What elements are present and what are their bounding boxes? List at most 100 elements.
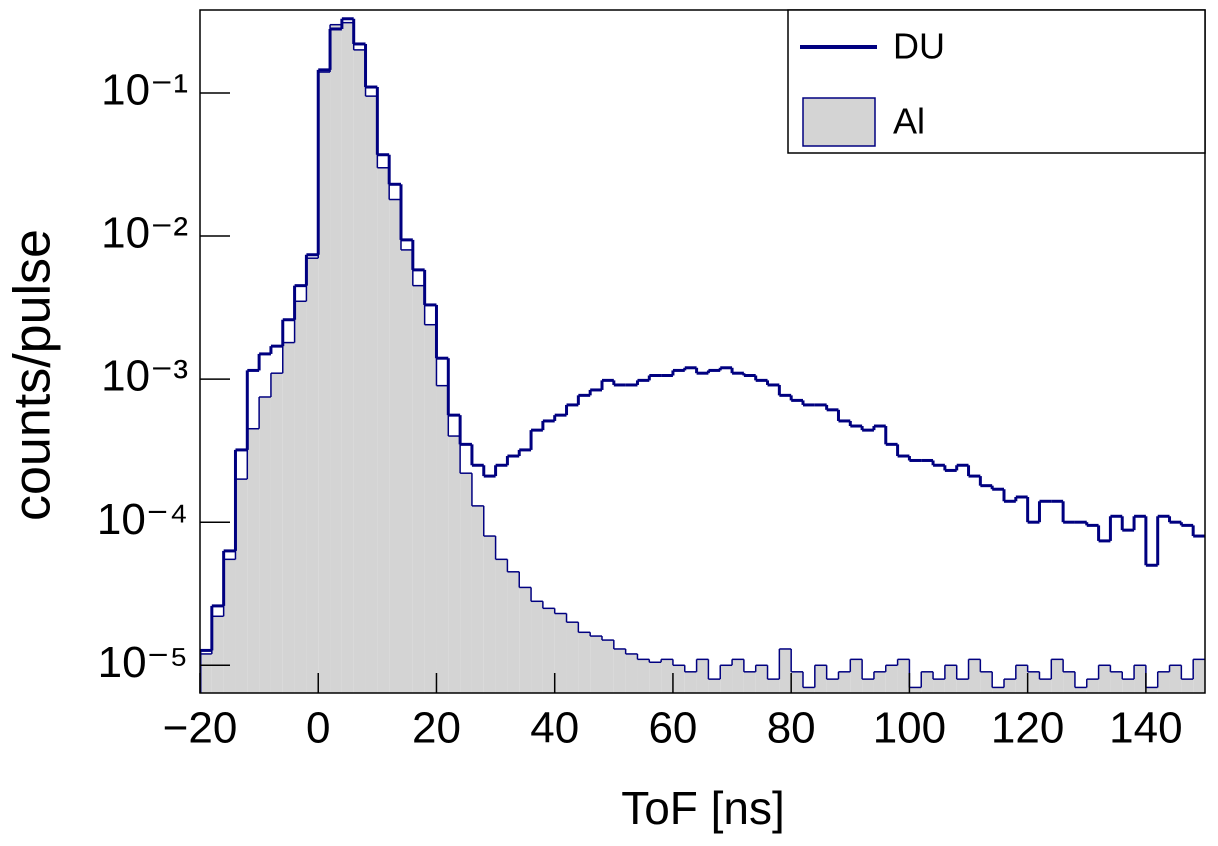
hist-bar — [649, 662, 662, 693]
hist-bar — [330, 24, 342, 693]
hist-bar — [424, 324, 437, 693]
hist-bar — [779, 648, 792, 693]
hist-bar — [1110, 671, 1123, 693]
hist-bar — [259, 396, 271, 693]
hist-bar — [590, 636, 602, 693]
hist-bar — [1015, 665, 1028, 693]
hist-bar — [1181, 679, 1194, 693]
hist-bar — [933, 679, 945, 693]
x-axis-title: ToF [ns] — [621, 782, 785, 834]
hist-bar — [980, 671, 993, 693]
hist-bar — [412, 285, 425, 693]
frame — [199, 9, 1206, 694]
hist-bar — [318, 72, 331, 693]
hist-bar — [1169, 665, 1182, 693]
legend-label: DU — [893, 26, 945, 67]
y-tick-label: 10⁻⁵ — [98, 638, 188, 687]
hist-bar — [838, 671, 851, 693]
hist-bar — [1122, 679, 1135, 693]
hist-bar — [377, 167, 390, 693]
hist-bar — [1193, 659, 1205, 693]
hist-bar — [672, 665, 685, 693]
plot-area — [200, 17, 1205, 693]
hist-bar — [661, 659, 673, 693]
hist-bar — [1145, 687, 1158, 693]
hist-bar — [542, 608, 555, 693]
hist-bar — [625, 653, 638, 693]
hist-bar — [885, 665, 898, 693]
hist-bar — [566, 622, 579, 693]
hist-bar — [341, 22, 354, 693]
hist-bar — [436, 385, 449, 693]
hist-bar — [732, 659, 744, 693]
hist-bar — [755, 665, 768, 693]
hist-bar — [1157, 671, 1170, 693]
hist-bar — [270, 373, 283, 693]
y-axis-title: counts/pulse — [4, 229, 62, 521]
legend-label: Al — [893, 101, 925, 142]
hist-bar — [720, 665, 733, 693]
hist-bar — [873, 671, 886, 693]
hist-bar — [897, 659, 910, 693]
hist-bar — [483, 536, 496, 693]
x-tick-label: 80 — [767, 704, 816, 753]
hist-bar — [803, 687, 815, 693]
hist-bar — [554, 613, 567, 693]
hist-bar — [1027, 671, 1040, 693]
y-tick-label: 10⁻² — [101, 209, 188, 258]
hist-bar — [850, 659, 863, 693]
hist-bar — [767, 679, 780, 693]
hist-bar — [531, 601, 543, 693]
hist-bar — [507, 571, 520, 693]
hist-bar — [1063, 671, 1075, 693]
hist-bar — [944, 665, 957, 693]
hist-bar — [1098, 665, 1111, 693]
hist-bar — [814, 665, 827, 693]
hist-bar — [365, 96, 378, 693]
hist-bar — [862, 679, 874, 693]
hist-bar — [471, 505, 484, 693]
hist-bar — [294, 301, 307, 693]
hist-bar — [909, 687, 922, 693]
hist-bar — [1074, 687, 1087, 693]
y-tick-label: 10⁻⁴ — [97, 495, 188, 544]
hist-bar — [956, 679, 969, 693]
hist-bar — [921, 671, 934, 693]
hist-bar — [1134, 665, 1146, 693]
x-tick-label: 20 — [412, 704, 461, 753]
hist-bar — [519, 587, 532, 693]
x-tick-label: 120 — [991, 704, 1064, 753]
hist-bar — [211, 616, 224, 693]
x-tick-label: 0 — [306, 704, 330, 753]
hist-bar — [684, 671, 697, 693]
hist-bar — [613, 648, 626, 693]
hist-bar — [992, 687, 1004, 693]
hist-bar — [791, 671, 803, 693]
hist-bar — [223, 559, 236, 693]
hist-bar — [637, 659, 650, 693]
legend-swatch — [802, 97, 876, 147]
hist-bar — [743, 671, 756, 693]
hist-bar — [826, 679, 839, 693]
x-tick-label: 60 — [648, 704, 697, 753]
hist-bar — [306, 258, 319, 693]
hist-bar — [578, 632, 591, 693]
hist-bar — [968, 659, 981, 693]
hist-bar — [708, 679, 721, 693]
x-tick-label: 100 — [873, 704, 946, 753]
hist-bar — [235, 479, 248, 693]
y-tick-label: 10⁻³ — [101, 352, 188, 401]
hist-bar — [448, 436, 461, 693]
hist-bar — [1051, 659, 1064, 693]
hist-bar — [389, 199, 401, 693]
hist-bar — [1004, 679, 1016, 693]
hist-bar — [200, 653, 212, 693]
hist-bar — [401, 249, 413, 693]
hist-bar — [696, 659, 709, 693]
hist-bar — [1039, 679, 1052, 693]
x-tick-label: 40 — [530, 704, 579, 753]
hist-bar — [602, 640, 614, 693]
hist-bar — [282, 342, 295, 693]
hist-bar — [247, 428, 260, 693]
